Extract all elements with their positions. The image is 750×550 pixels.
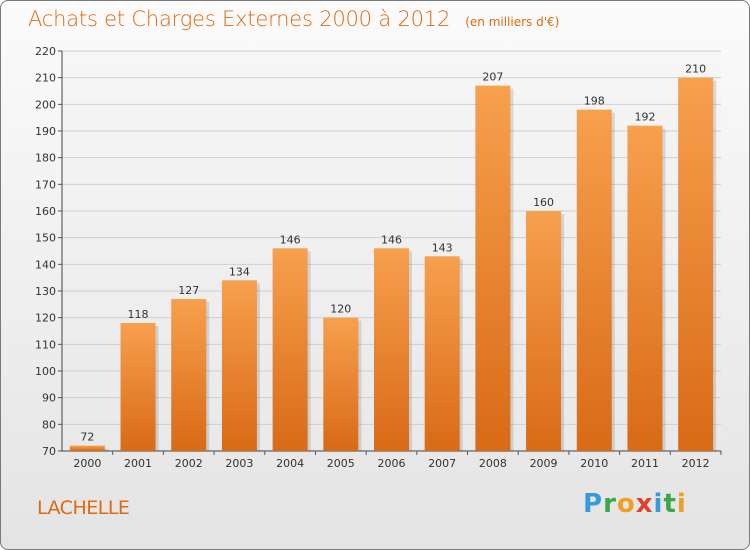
bar [576,109,612,452]
y-tick-label: 190 [35,125,56,138]
y-tick-label: 120 [35,312,56,325]
data-label: 146 [280,233,301,246]
x-tick-label: 2011 [631,457,659,470]
logo-letter: P [583,489,604,519]
data-label: 160 [533,196,554,209]
chart-subtitle: (en milliers d'€) [465,15,560,29]
x-tick-label: 2000 [73,457,101,470]
logo-letter: r [603,489,617,519]
x-tick-label: 2010 [580,457,608,470]
data-label: 143 [432,241,453,254]
y-tick-label: 180 [35,152,56,165]
bar [323,317,359,451]
y-tick-label: 220 [35,45,56,58]
data-label: 72 [80,431,94,444]
y-tick-label: 210 [35,72,56,85]
y-tick-label: 70 [42,445,56,458]
logo-letter: i [653,489,664,519]
bar [627,125,663,452]
bar [221,280,257,451]
x-tick-label: 2005 [327,457,355,470]
data-label: 207 [482,71,503,84]
y-tick-label: 200 [35,98,56,111]
data-label: 198 [584,95,605,108]
x-tick-label: 2008 [479,457,507,470]
data-label: 210 [685,63,706,76]
commune-name: LACHELLE [37,497,130,519]
y-tick-label: 110 [35,338,56,351]
proxiti-logo: Proxiti [583,489,687,519]
data-label: 134 [229,265,250,278]
bar [475,85,511,452]
x-tick-label: 2006 [378,457,406,470]
bar [374,248,409,451]
data-label: 192 [634,111,655,124]
data-label: 127 [178,284,199,297]
data-label: 120 [330,303,351,316]
bar [424,256,460,451]
bar [526,211,562,451]
y-tick-label: 150 [35,232,56,245]
bar [272,248,308,451]
x-tick-label: 2007 [428,457,456,470]
data-label: 146 [381,233,402,246]
bar [171,299,207,451]
y-tick-label: 80 [42,418,56,431]
bar [69,445,105,451]
x-tick-label: 2002 [175,457,203,470]
x-tick-label: 2012 [682,457,710,470]
logo-letter: x [635,489,654,519]
y-tick-label: 90 [42,392,56,405]
logo-letter: t [663,489,677,519]
y-tick-label: 160 [35,205,56,218]
y-tick-label: 140 [35,258,56,271]
bar [120,323,156,451]
x-tick-label: 2009 [530,457,558,470]
logo-letter: i [676,489,687,519]
data-label: 118 [128,308,149,321]
y-tick-label: 100 [35,365,56,378]
x-tick-label: 2004 [276,457,304,470]
bar [678,77,714,452]
y-tick-label: 170 [35,178,56,191]
y-tick-label: 130 [35,285,56,298]
title-row: Achats et Charges Externes 2000 à 2012 (… [28,7,559,31]
logo-letter: o [616,489,636,519]
x-tick-label: 2003 [225,457,253,470]
x-tick-label: 2001 [124,457,152,470]
chart-title: Achats et Charges Externes 2000 à 2012 [28,7,451,31]
